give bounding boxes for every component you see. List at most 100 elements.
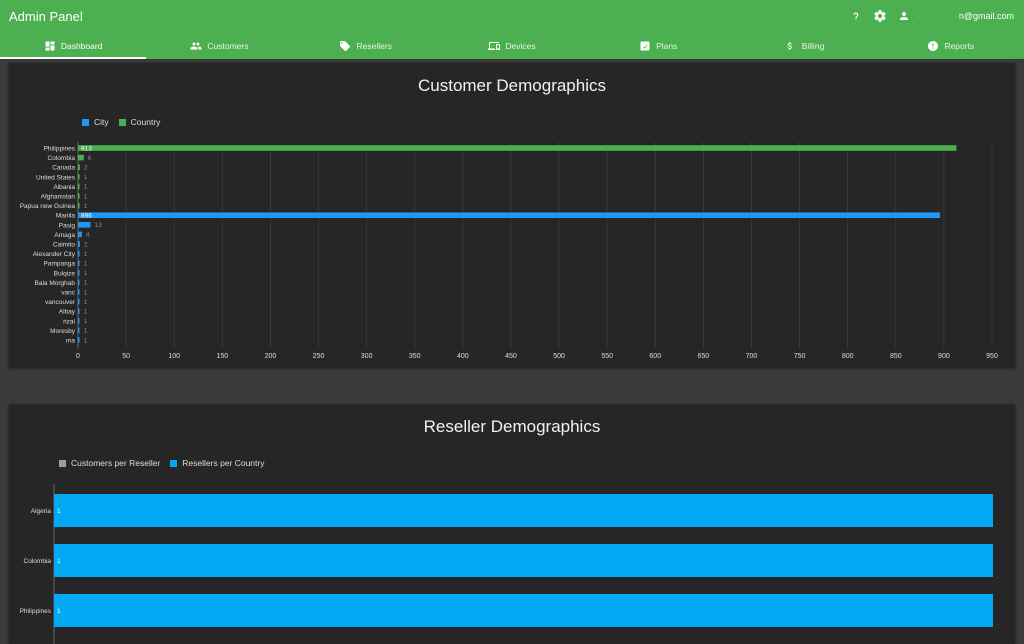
data-label: 1 — [84, 280, 88, 287]
x-tick-label: 50 — [122, 353, 130, 360]
x-tick-label: 650 — [698, 353, 710, 360]
reseller-demographics-title: Reseller Demographics — [423, 417, 601, 436]
app-bar: Admin Panel · · · · · ·n@gmail.com — [0, 0, 1024, 32]
y-category-label: Algeria — [31, 508, 52, 515]
y-category-label: Papua new Guinea — [20, 203, 76, 210]
data-label: 4 — [86, 232, 90, 239]
legend-city[interactable]: City — [82, 117, 109, 127]
user-email-domain: n@gmail.com — [958, 11, 1014, 21]
data-label: 1 — [84, 309, 88, 316]
x-tick-label: 400 — [457, 353, 469, 360]
tab-resellers[interactable]: Resellers — [293, 32, 439, 59]
bar-city — [78, 337, 80, 343]
bar-country — [78, 202, 80, 209]
data-label: 1 — [84, 337, 88, 344]
tag-icon — [339, 40, 351, 52]
bar-city — [78, 298, 80, 305]
data-label: 1 — [84, 289, 88, 296]
customer-chart-legend: City Country — [82, 117, 170, 127]
customer-demographics-card: Customer Demographics City Country 0 50 10… — [9, 63, 1015, 367]
bar-city — [78, 241, 80, 247]
legend-swatch-city — [82, 118, 89, 126]
x-tick-label: 800 — [842, 353, 854, 360]
data-label: 1 — [84, 328, 88, 335]
y-category-label: Philippines — [44, 146, 76, 153]
y-category-label: Pasig — [59, 222, 76, 229]
x-tick-label: 500 — [553, 353, 565, 360]
data-label: 13 — [95, 222, 103, 229]
people-icon — [190, 40, 202, 52]
data-label: 1 — [84, 318, 88, 325]
y-category-label: Bala Morghab — [35, 280, 76, 287]
user-email[interactable]: · · · · · ·n@gmail.com — [917, 11, 1014, 21]
tab-devices[interactable]: Devices — [439, 32, 585, 59]
bar-city — [78, 212, 941, 218]
dashboard-icon — [44, 40, 56, 52]
legend-swatch-customers-per-reseller — [59, 459, 66, 467]
y-category-label: ma — [66, 338, 75, 345]
tab-customers[interactable]: Customers — [146, 32, 292, 59]
legend-resellers-per-country[interactable]: Resellers per Country — [170, 458, 264, 468]
reseller-chart-legend: Customers per Reseller Resellers per Cou… — [59, 458, 274, 468]
gear-icon[interactable] — [871, 7, 889, 25]
legend-customers-per-reseller[interactable]: Customers per Reseller — [59, 458, 160, 468]
x-tick-label: 900 — [938, 353, 950, 360]
y-category-label: Colombia — [24, 558, 52, 565]
x-tick-label: 700 — [746, 353, 758, 360]
x-tick-label: 600 — [649, 353, 661, 360]
help-icon[interactable] — [847, 7, 865, 25]
data-label: 2 — [84, 165, 88, 172]
tab-billing[interactable]: Billing — [731, 32, 877, 59]
data-label: 2 — [84, 241, 88, 248]
bar-country — [78, 174, 80, 180]
bar-city — [78, 327, 80, 334]
y-category-label: vanc — [61, 290, 75, 297]
data-label: 1 — [84, 261, 88, 268]
tab-label: Reports — [944, 40, 975, 51]
tab-bar: Dashboard Customers Resellers Devices Pl… — [0, 32, 1024, 59]
bar-city — [78, 222, 91, 228]
bar-city — [78, 231, 82, 238]
x-tick-label: 750 — [794, 353, 806, 360]
reseller-demographics-card: Reseller Demographics Customers per Rese… — [9, 404, 1015, 644]
data-label: 1 — [84, 193, 88, 200]
data-label: 1 — [84, 299, 88, 306]
y-category-label: Pampanga — [44, 261, 76, 268]
x-tick-label: 250 — [313, 353, 325, 360]
y-category-label: Colombia — [48, 155, 76, 162]
x-tick-label: 200 — [265, 353, 277, 360]
x-tick-label: 0 — [76, 353, 80, 360]
dollar-icon — [785, 40, 797, 52]
x-tick-label: 950 — [986, 353, 998, 360]
x-tick-label: 850 — [890, 353, 902, 360]
data-label: 1 — [84, 270, 88, 277]
y-category-label: Albania — [53, 184, 75, 191]
data-label: 896 — [81, 213, 92, 220]
bar-city — [78, 279, 80, 286]
person-icon[interactable] — [895, 7, 913, 25]
data-label: 1 — [84, 174, 88, 181]
data-label: 1 — [57, 608, 61, 615]
y-category-label: vancouver — [45, 299, 76, 306]
x-tick-label: 550 — [601, 353, 613, 360]
y-category-label: Albay — [59, 309, 76, 316]
bar-city — [78, 250, 80, 257]
tab-label: Customers — [207, 40, 249, 51]
x-tick-label: 150 — [216, 353, 228, 360]
reseller-demographics-chart: Algeria 1 Colombia 1 Philippines 1 — [20, 484, 993, 644]
top-actions: · · · · · ·n@gmail.com — [841, 7, 1014, 25]
tab-dashboard[interactable]: Dashboard — [0, 32, 147, 59]
x-tick-label: 350 — [409, 353, 421, 360]
bar-country — [78, 145, 957, 151]
tab-reports[interactable]: Reports — [878, 32, 1024, 59]
data-label: 913 — [81, 145, 92, 152]
tab-label: Billing — [801, 40, 825, 51]
legend-country[interactable]: Country — [118, 117, 161, 127]
x-tick-label: 300 — [361, 353, 373, 360]
tab-plans[interactable]: Plans — [585, 32, 731, 59]
bar-city — [78, 318, 80, 324]
devices-icon — [488, 40, 501, 52]
legend-label: Country — [130, 117, 161, 127]
data-label: 1 — [57, 558, 61, 565]
bar-country — [78, 193, 80, 199]
